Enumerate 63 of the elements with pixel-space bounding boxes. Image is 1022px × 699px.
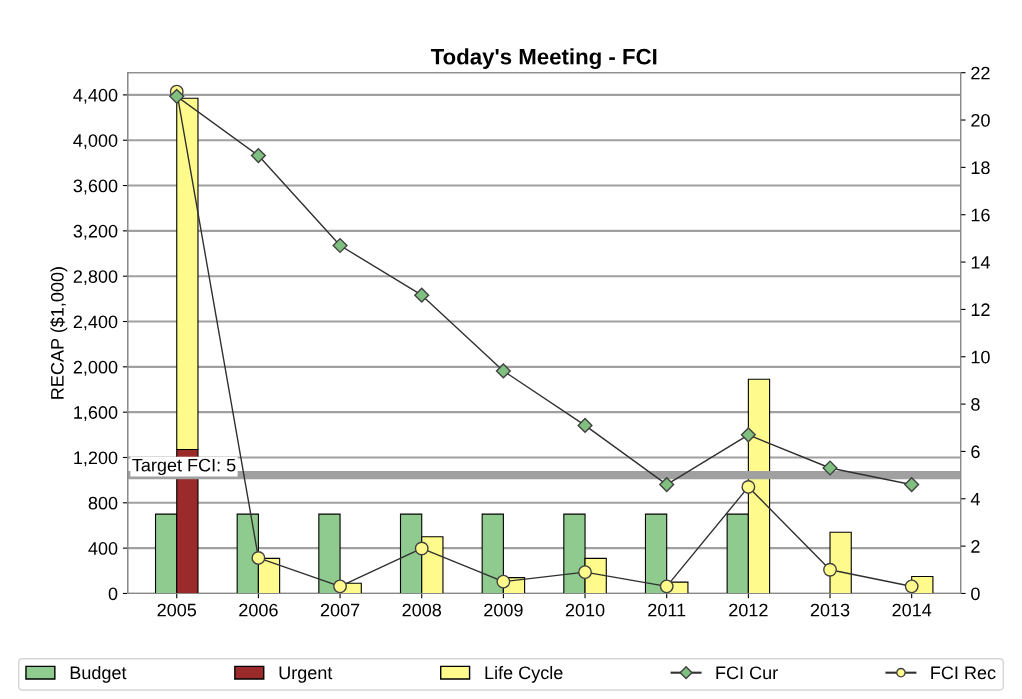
x-tick-label: 2010	[565, 603, 605, 617]
point	[414, 541, 429, 556]
y-tick-label: 1,200	[74, 451, 118, 467]
x-tick-label: 2008	[402, 603, 442, 617]
y2-tick-label: 10	[971, 350, 990, 364]
point	[251, 550, 266, 565]
point	[822, 460, 838, 476]
legend-label: Urgent	[279, 666, 333, 683]
point	[904, 476, 920, 493]
x-tick-label: 2007	[320, 603, 360, 617]
point	[740, 427, 756, 443]
y-tick-label: 0	[108, 587, 118, 601]
y2-tick-label: 6	[971, 445, 980, 459]
point	[578, 565, 592, 580]
y2-tick-label: 18	[971, 161, 990, 175]
y2-tick-label: 8	[971, 398, 980, 411]
y2-tick-label: 16	[971, 208, 990, 222]
y2-tick-label: 4	[970, 492, 980, 506]
point	[741, 479, 756, 494]
legend-label: Life Cycle	[485, 665, 563, 683]
bar	[644, 513, 668, 594]
x-tick-label: 2005	[157, 603, 197, 617]
y-tick-label: 2,800	[73, 270, 118, 286]
x-tick-label: 2009	[484, 603, 523, 617]
y-tick-label: 2,000	[73, 360, 118, 376]
y2-tick-label: 12	[971, 303, 990, 316]
point	[904, 579, 919, 594]
chart-title: Today's Meeting - FCI	[430, 48, 657, 70]
y-tick-label: 3,200	[73, 224, 118, 240]
ref-line-label: Target FCI: 5	[132, 458, 236, 476]
point	[659, 476, 675, 493]
y-tick-label: 4,000	[73, 134, 118, 150]
point	[496, 574, 511, 589]
y2-tick-label: 2	[971, 540, 980, 553]
point	[169, 88, 185, 104]
x-tick-label: 2012	[729, 603, 768, 617]
point	[414, 287, 430, 303]
point	[250, 147, 266, 164]
x-tick-label: 2014	[892, 603, 932, 617]
bar	[318, 513, 341, 594]
legend-label: Budget	[70, 665, 127, 683]
y-tick-label: 800	[88, 496, 118, 510]
y2-tick-label: 0	[971, 587, 980, 601]
point	[659, 579, 674, 594]
x-tick-label: 2006	[239, 603, 278, 617]
y-tick-label: 400	[88, 542, 118, 555]
legend-label: FCI Cur	[716, 666, 778, 680]
y-tick-label: 3,600	[73, 179, 118, 195]
point	[823, 562, 837, 577]
x-tick-label: 2011	[648, 603, 686, 617]
y-tick-label: 1,600	[74, 406, 118, 422]
y-axis-title: RECAP ($1,000)	[50, 267, 68, 399]
point	[333, 579, 348, 594]
legend-label: FCI Rec	[931, 666, 996, 680]
y2-tick-label: 20	[971, 113, 990, 127]
point	[332, 237, 348, 254]
y-tick-label: 4,400	[73, 88, 118, 104]
y2-tick-label: 22	[971, 66, 990, 80]
y-tick-label: 2,400	[73, 315, 118, 331]
point	[495, 363, 511, 379]
y2-tick-label: 14	[971, 256, 990, 269]
x-tick-label: 2013	[810, 603, 850, 617]
point	[577, 417, 593, 433]
